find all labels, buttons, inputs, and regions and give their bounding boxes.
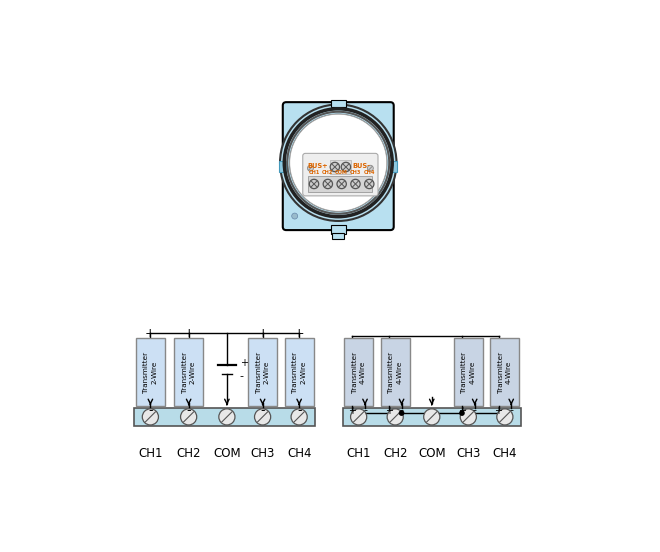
Bar (331, 100, 346, 107)
Bar (279, 161, 286, 172)
Circle shape (350, 409, 367, 425)
Text: CH4: CH4 (287, 447, 312, 459)
Circle shape (280, 104, 397, 221)
Text: +: + (348, 406, 356, 416)
Circle shape (399, 411, 404, 415)
Text: -: - (240, 371, 244, 381)
Bar (284, 338, 313, 406)
Text: -: - (297, 404, 302, 417)
Text: -: - (510, 406, 513, 416)
Bar (248, 338, 277, 406)
Circle shape (387, 409, 403, 425)
Text: CH3: CH3 (250, 447, 275, 459)
Circle shape (497, 409, 513, 425)
Circle shape (364, 179, 374, 189)
Bar (343, 408, 521, 426)
Text: -: - (260, 404, 265, 417)
Circle shape (181, 409, 197, 425)
Bar (345, 338, 373, 406)
Text: +: + (494, 406, 502, 416)
Text: +: + (257, 327, 268, 339)
Text: Transmitter
2-Wire: Transmitter 2-Wire (143, 352, 157, 393)
Text: +: + (458, 406, 466, 416)
Text: Transmitter
2-Wire: Transmitter 2-Wire (255, 352, 269, 393)
Text: -: - (473, 406, 477, 416)
Bar (331, 225, 346, 235)
Text: -: - (363, 406, 367, 416)
Circle shape (219, 409, 235, 425)
Circle shape (323, 179, 333, 189)
Text: Transmitter
4-Wire: Transmitter 4-Wire (352, 352, 366, 393)
Circle shape (290, 114, 387, 211)
Text: -: - (186, 404, 191, 417)
Circle shape (310, 179, 319, 189)
Circle shape (368, 165, 374, 171)
Text: CH3: CH3 (350, 169, 361, 174)
Text: COM: COM (213, 447, 241, 459)
Text: CH2: CH2 (176, 447, 201, 459)
Text: Transmitter
4-Wire: Transmitter 4-Wire (461, 352, 475, 393)
Bar (330, 160, 351, 174)
Text: CH2: CH2 (383, 447, 407, 459)
Text: +: + (183, 327, 194, 339)
Circle shape (341, 162, 350, 172)
Bar (134, 408, 315, 426)
Text: CH1: CH1 (346, 447, 371, 459)
Bar (136, 338, 165, 406)
Bar (454, 338, 482, 406)
Text: -: - (399, 406, 403, 416)
Text: CH1: CH1 (138, 447, 162, 459)
Text: Transmitter
4-Wire: Transmitter 4-Wire (498, 352, 512, 393)
Text: COM: COM (335, 169, 348, 174)
Text: Transmitter
2-Wire: Transmitter 2-Wire (182, 352, 195, 393)
Circle shape (291, 409, 307, 425)
FancyBboxPatch shape (303, 153, 378, 196)
Text: COM: COM (418, 447, 446, 459)
Text: +: + (145, 327, 156, 339)
Bar (490, 338, 519, 406)
Bar (174, 338, 203, 406)
Text: +: + (294, 327, 304, 339)
Text: CH3: CH3 (456, 447, 480, 459)
Text: CH2: CH2 (322, 169, 333, 174)
Text: +: + (385, 406, 393, 416)
Bar (308, 176, 372, 192)
Text: Transmitter
2-Wire: Transmitter 2-Wire (292, 352, 306, 393)
Circle shape (292, 213, 298, 219)
Text: +: + (240, 358, 248, 368)
Circle shape (308, 165, 313, 171)
Circle shape (424, 409, 440, 425)
Bar (381, 338, 410, 406)
Text: BUS+: BUS+ (308, 163, 329, 169)
Text: CH1: CH1 (308, 169, 319, 174)
Text: -: - (148, 404, 152, 417)
Text: CH4: CH4 (364, 169, 375, 174)
Circle shape (330, 162, 339, 172)
Circle shape (290, 114, 387, 211)
Circle shape (460, 409, 477, 425)
Text: Transmitter
4-Wire: Transmitter 4-Wire (388, 352, 402, 393)
Circle shape (350, 179, 360, 189)
Circle shape (143, 409, 158, 425)
Bar (390, 161, 397, 172)
Text: BUS-: BUS- (352, 163, 370, 169)
Bar (332, 232, 345, 238)
Text: CH4: CH4 (492, 447, 517, 459)
FancyBboxPatch shape (282, 102, 394, 230)
Circle shape (460, 411, 464, 415)
Circle shape (255, 409, 271, 425)
Circle shape (337, 179, 346, 189)
